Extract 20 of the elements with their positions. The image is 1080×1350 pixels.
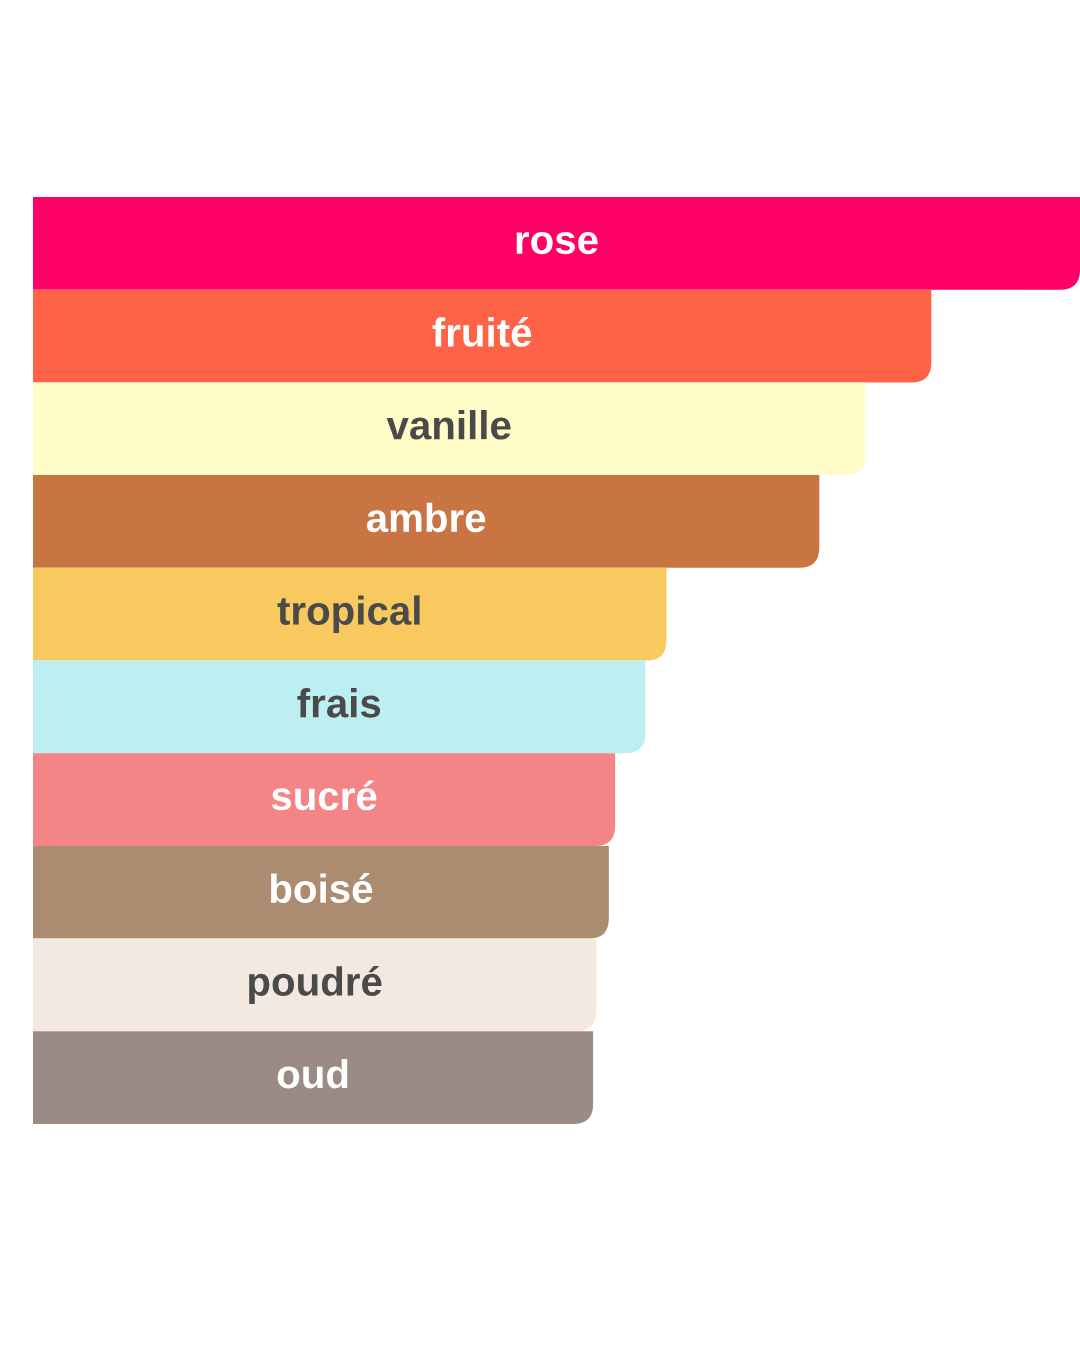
bar bbox=[33, 938, 597, 1032]
bar bbox=[33, 197, 1080, 290]
bar bbox=[33, 475, 820, 568]
y-tick-label: sucré bbox=[271, 780, 377, 811]
bar bbox=[33, 845, 609, 939]
y-tick-label: fruité bbox=[432, 316, 532, 347]
y-tick-label: tropical bbox=[277, 595, 420, 633]
bar bbox=[33, 567, 667, 661]
y-tick-label: frais bbox=[297, 688, 381, 718]
y-tick-label: ambre bbox=[366, 502, 486, 533]
y-tick-label: rose bbox=[516, 232, 598, 255]
y-tick-label: vanille bbox=[386, 409, 511, 440]
bar bbox=[33, 1031, 594, 1124]
y-tick-label: oud bbox=[277, 1058, 348, 1089]
bar bbox=[33, 660, 646, 754]
y-tick-label: boisé bbox=[270, 873, 373, 904]
bar bbox=[33, 382, 866, 476]
y-tick-label: poudré bbox=[249, 966, 382, 1004]
bar bbox=[33, 289, 932, 383]
bar bbox=[33, 753, 616, 846]
